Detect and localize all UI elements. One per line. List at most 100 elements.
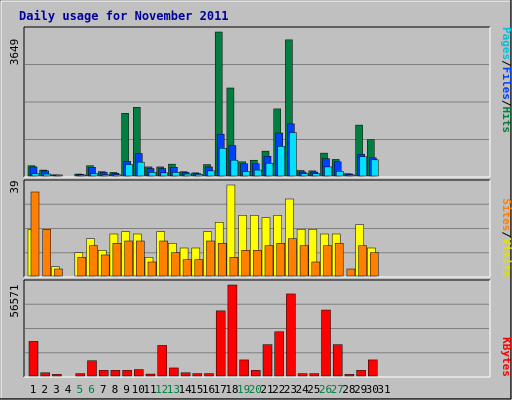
bar-kbytes-day-27 bbox=[332, 344, 343, 377]
bar-pages-day-29 bbox=[359, 156, 367, 177]
legend-sep: / bbox=[500, 60, 512, 67]
legend-hits: Hits bbox=[500, 107, 512, 134]
bar-pages-day-18 bbox=[230, 159, 239, 177]
legend-middle: Sites/Visits bbox=[500, 198, 512, 278]
x-tick-label: 31 bbox=[377, 383, 390, 396]
bar-pages-day-28 bbox=[347, 174, 356, 177]
svg-text:56571: 56571 bbox=[8, 284, 21, 317]
bar-pages-day-16 bbox=[207, 170, 215, 177]
ymax-label-middle: 39 bbox=[8, 180, 21, 193]
bar-pages-day-1 bbox=[31, 173, 40, 177]
bar-kbytes-day-17 bbox=[215, 310, 226, 377]
bar-pages-day-19 bbox=[242, 171, 250, 177]
bar-sites-day-26 bbox=[323, 245, 332, 277]
bar-kbytes-day-22 bbox=[274, 331, 284, 377]
x-tick-label: 16 bbox=[202, 383, 215, 396]
legend-visits: Visits bbox=[500, 238, 512, 278]
bar-sites-day-8 bbox=[112, 243, 122, 277]
bar-kbytes-day-15 bbox=[192, 373, 203, 377]
bar-sites-day-15 bbox=[194, 259, 204, 277]
bar-kbytes-day-6 bbox=[87, 360, 97, 377]
svg-text:KBytes: KBytes bbox=[500, 337, 512, 377]
bar-sites-day-10 bbox=[136, 240, 145, 277]
x-tick-label: 20 bbox=[249, 383, 262, 396]
bar-kbytes-day-1 bbox=[28, 341, 39, 377]
x-tick-label: 9 bbox=[123, 383, 130, 396]
bar-kbytes-day-21 bbox=[262, 344, 273, 377]
panels-group bbox=[23, 26, 491, 378]
bar-sites-day-12 bbox=[159, 240, 168, 277]
bar-pages-day-3 bbox=[55, 174, 63, 177]
bar-kbytes-day-12 bbox=[157, 345, 167, 377]
bar-sites-day-18 bbox=[229, 257, 239, 277]
bar-sites-day-24 bbox=[299, 245, 309, 277]
bar-pages-day-15 bbox=[195, 174, 204, 177]
x-tick-label: 25 bbox=[307, 383, 320, 396]
x-tick-label: 3 bbox=[53, 383, 60, 396]
bar-sites-day-21 bbox=[264, 245, 274, 277]
bar-kbytes-day-3 bbox=[52, 374, 62, 377]
x-tick-label: 18 bbox=[225, 383, 238, 396]
bar-pages-day-22 bbox=[277, 146, 285, 177]
bar-kbytes-day-8 bbox=[110, 370, 121, 377]
x-tick-label: 30 bbox=[366, 383, 379, 396]
bar-sites-day-7 bbox=[100, 254, 110, 277]
x-tick-label: 15 bbox=[190, 383, 203, 396]
legend-kbytes: KBytes bbox=[500, 337, 512, 377]
x-tick-label: 28 bbox=[342, 383, 355, 396]
x-tick-label: 13 bbox=[167, 383, 180, 396]
bar-kbytes-day-25 bbox=[309, 373, 320, 377]
bar-kbytes-day-23 bbox=[286, 293, 296, 377]
bar-sites-day-2 bbox=[42, 229, 51, 277]
x-tick-label: 22 bbox=[272, 383, 285, 396]
svg-text:Sites/Visits: Sites/Visits bbox=[500, 198, 512, 278]
x-tick-label: 24 bbox=[295, 383, 309, 396]
bar-kbytes-day-10 bbox=[134, 369, 144, 377]
x-tick-label: 21 bbox=[260, 383, 273, 396]
x-tick-label: 27 bbox=[331, 383, 344, 396]
x-tick-label: 23 bbox=[284, 383, 297, 396]
bar-pages-day-9 bbox=[125, 164, 133, 177]
bar-sites-day-29 bbox=[358, 245, 367, 277]
bar-kbytes-day-20 bbox=[251, 370, 261, 377]
bar-pages-day-8 bbox=[113, 174, 122, 177]
bar-sites-day-28 bbox=[346, 268, 356, 277]
bar-pages-day-26 bbox=[324, 166, 332, 177]
chart-title: Daily usage for November 2011 bbox=[19, 9, 229, 23]
bar-pages-day-25 bbox=[312, 173, 321, 177]
bar-kbytes-day-5 bbox=[75, 373, 86, 377]
bar-sites-day-3 bbox=[54, 268, 63, 277]
bar-sites-day-16 bbox=[206, 240, 215, 277]
bar-sites-day-23 bbox=[288, 238, 297, 277]
bar-pages-day-23 bbox=[289, 132, 297, 177]
panel-visits bbox=[23, 179, 491, 278]
legend-top: Pages/Files/Hits bbox=[500, 27, 512, 133]
x-tick-label: 4 bbox=[65, 383, 72, 396]
x-tick-label: 10 bbox=[132, 383, 145, 396]
legend-bottom: KBytes bbox=[500, 337, 512, 377]
bar-kbytes-day-24 bbox=[297, 373, 308, 377]
bar-pages-day-17 bbox=[218, 148, 227, 177]
bar-sites-day-13 bbox=[171, 252, 180, 277]
bar-pages-day-5 bbox=[78, 174, 87, 177]
ymax-label-top: 3649 bbox=[8, 39, 21, 66]
svg-text:39: 39 bbox=[8, 180, 21, 193]
bar-pages-day-14 bbox=[183, 173, 192, 177]
bar-sites-day-11 bbox=[147, 261, 157, 277]
bar-sites-day-9 bbox=[124, 240, 133, 277]
bar-pages-day-13 bbox=[172, 172, 180, 177]
bar-pages-day-10 bbox=[137, 161, 145, 177]
bar-sites-day-6 bbox=[89, 245, 98, 277]
x-tick-label: 17 bbox=[214, 383, 227, 396]
bar-sites-day-14 bbox=[182, 259, 192, 277]
x-tick-label: 8 bbox=[112, 383, 119, 396]
bar-pages-day-27 bbox=[335, 171, 344, 177]
x-tick-label: 11 bbox=[143, 383, 156, 396]
bar-kbytes-day-2 bbox=[40, 372, 50, 377]
bar-sites-day-1 bbox=[30, 191, 40, 277]
bar-kbytes-day-9 bbox=[122, 370, 132, 377]
svg-text:Pages/Files/Hits: Pages/Files/Hits bbox=[500, 27, 512, 133]
bar-pages-day-7 bbox=[101, 174, 110, 177]
x-tick-label: 19 bbox=[237, 383, 250, 396]
